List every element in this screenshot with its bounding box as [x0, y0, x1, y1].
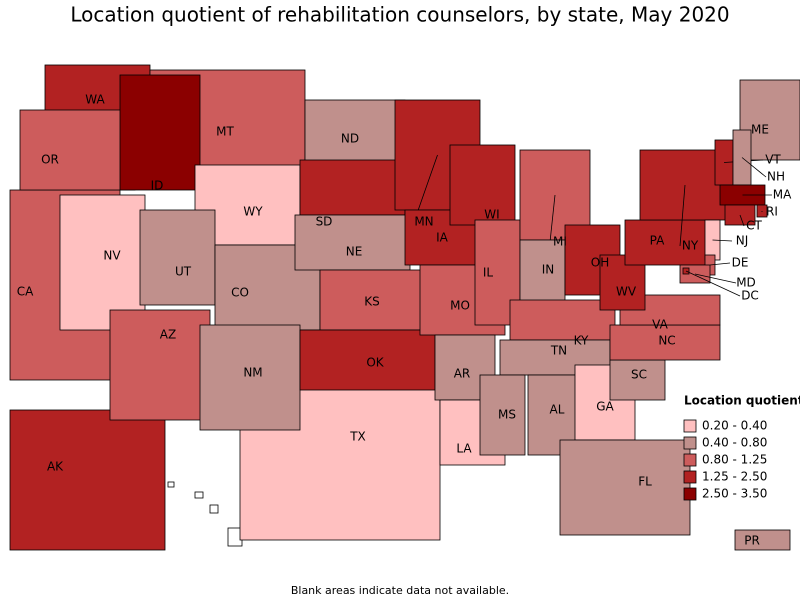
state-label: IA [436, 231, 449, 245]
state-label: SC [631, 368, 647, 382]
state-label: AL [550, 403, 565, 417]
state-label: MN [414, 215, 433, 229]
state-label: KY [574, 334, 589, 348]
state [609, 324, 721, 361]
state-label: NC [658, 334, 675, 348]
state [509, 299, 616, 341]
state-label: TN [550, 344, 567, 358]
state [479, 374, 526, 456]
state-label: AR [454, 367, 471, 381]
state-label: GA [596, 400, 614, 414]
leader-line [741, 157, 767, 178]
leader-line [739, 214, 745, 227]
state-label: MD [736, 276, 756, 290]
state-label: ME [751, 123, 769, 137]
leader-line [709, 262, 731, 266]
state-label: NY [682, 239, 699, 253]
state-label: NJ [736, 234, 749, 248]
footnote: Blank areas indicate data not available. [291, 584, 509, 597]
state-label: OK [366, 356, 384, 370]
legend-swatch [683, 436, 697, 450]
state-label: MI [553, 235, 567, 249]
state [624, 219, 711, 266]
state-label: WI [484, 208, 499, 222]
state-label: PA [650, 234, 665, 248]
state-label: ND [341, 132, 359, 146]
legend-title: Location quotient [684, 394, 800, 408]
state-label: IN [542, 263, 555, 277]
state-label: RI [766, 205, 778, 219]
hawaii-island [167, 481, 175, 488]
state-label: MO [450, 299, 470, 313]
state-label: WY [243, 205, 263, 219]
state [299, 329, 436, 391]
state-label: AZ [160, 328, 176, 342]
legend-label: 0.20 - 0.40 [702, 419, 767, 433]
state [319, 269, 431, 331]
state-label: CT [746, 219, 762, 233]
state-label: FL [638, 475, 652, 489]
state [139, 209, 216, 306]
state [434, 334, 496, 401]
state-label: DC [741, 289, 759, 303]
state-label: IL [483, 266, 494, 280]
legend-label: 0.40 - 0.80 [702, 436, 767, 450]
state [119, 74, 201, 191]
state [449, 144, 516, 226]
states [9, 64, 800, 551]
state [59, 194, 146, 331]
legend-swatch [683, 453, 697, 467]
state-label: AK [47, 460, 64, 474]
state-label: SD [316, 215, 333, 229]
state [299, 159, 406, 216]
legend-swatch [683, 470, 697, 484]
state-label: NV [103, 249, 121, 263]
state [734, 529, 791, 551]
state-label: CA [17, 285, 34, 299]
state-label: TX [349, 430, 366, 444]
leader-line [712, 239, 733, 242]
hawaii [167, 481, 243, 547]
state-label: OH [591, 256, 609, 270]
state-label: CO [231, 286, 249, 300]
state [19, 109, 136, 191]
leader-line [549, 194, 556, 243]
state-label: NM [243, 366, 262, 380]
state-label: VA [652, 318, 668, 332]
hawaii-island [194, 491, 204, 499]
state-label: NH [767, 170, 785, 184]
state [199, 324, 301, 431]
state [294, 214, 411, 271]
legend-label: 1.25 - 2.50 [702, 470, 767, 484]
state-label: KS [364, 295, 380, 309]
state-label: VT [765, 153, 781, 167]
leader-line [685, 270, 741, 297]
legend-label: 0.80 - 1.25 [702, 453, 767, 467]
leader-line [679, 184, 686, 247]
state [559, 439, 691, 536]
legend-swatch [683, 419, 697, 433]
state-label: DE [732, 256, 749, 270]
state-label: WA [85, 93, 105, 107]
state [9, 409, 166, 551]
state [304, 99, 406, 166]
state-label: ID [151, 179, 164, 193]
leader-line [694, 273, 737, 284]
state-label: WV [616, 285, 637, 299]
state-label: MS [498, 408, 516, 422]
state-label: OR [41, 153, 59, 167]
state [609, 359, 666, 401]
state-label: MA [773, 188, 792, 202]
map-title: Location quotient of rehabilitation coun… [70, 3, 729, 27]
state-label: MT [216, 125, 234, 139]
legend-label: 2.50 - 3.50 [702, 487, 767, 501]
state-label: NE [346, 245, 363, 259]
legend-swatch [683, 487, 697, 501]
state [109, 309, 211, 421]
hawaii-island [209, 504, 219, 514]
state-label: LA [456, 442, 472, 456]
state-label: PR [744, 534, 760, 548]
state-label: UT [175, 265, 192, 279]
